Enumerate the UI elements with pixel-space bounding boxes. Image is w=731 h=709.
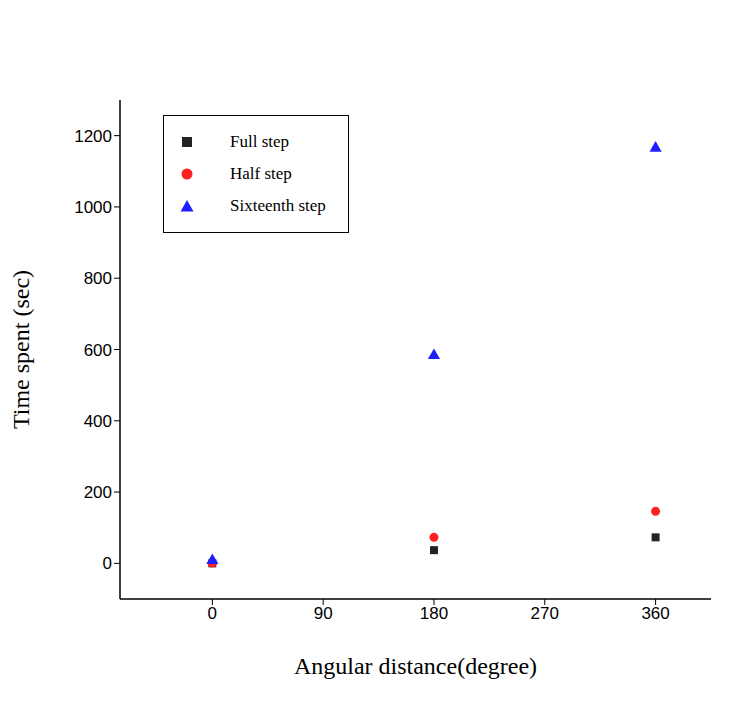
svg-text:0: 0	[208, 604, 217, 623]
svg-text:1000: 1000	[74, 198, 112, 217]
html-text:Full step: Full step	[230, 132, 289, 151]
svg-text:600: 600	[84, 341, 112, 360]
svg-text:1200: 1200	[74, 127, 112, 146]
svg-text:90: 90	[314, 604, 333, 623]
svg-text:270: 270	[531, 604, 559, 623]
svg-text:800: 800	[84, 269, 112, 288]
svg-text:360: 360	[641, 604, 669, 623]
html-text:Half step: Half step	[230, 164, 292, 183]
svg-text:180: 180	[420, 604, 448, 623]
svg-text:200: 200	[84, 483, 112, 502]
html-text:Sixteenth step: Sixteenth step	[230, 196, 326, 215]
svg-text:Time spent (sec): Time spent (sec)	[8, 270, 34, 429]
svg-text:400: 400	[84, 412, 112, 431]
svg-text:0: 0	[103, 554, 112, 573]
svg-text:Angular distance(degree): Angular distance(degree)	[294, 653, 537, 679]
